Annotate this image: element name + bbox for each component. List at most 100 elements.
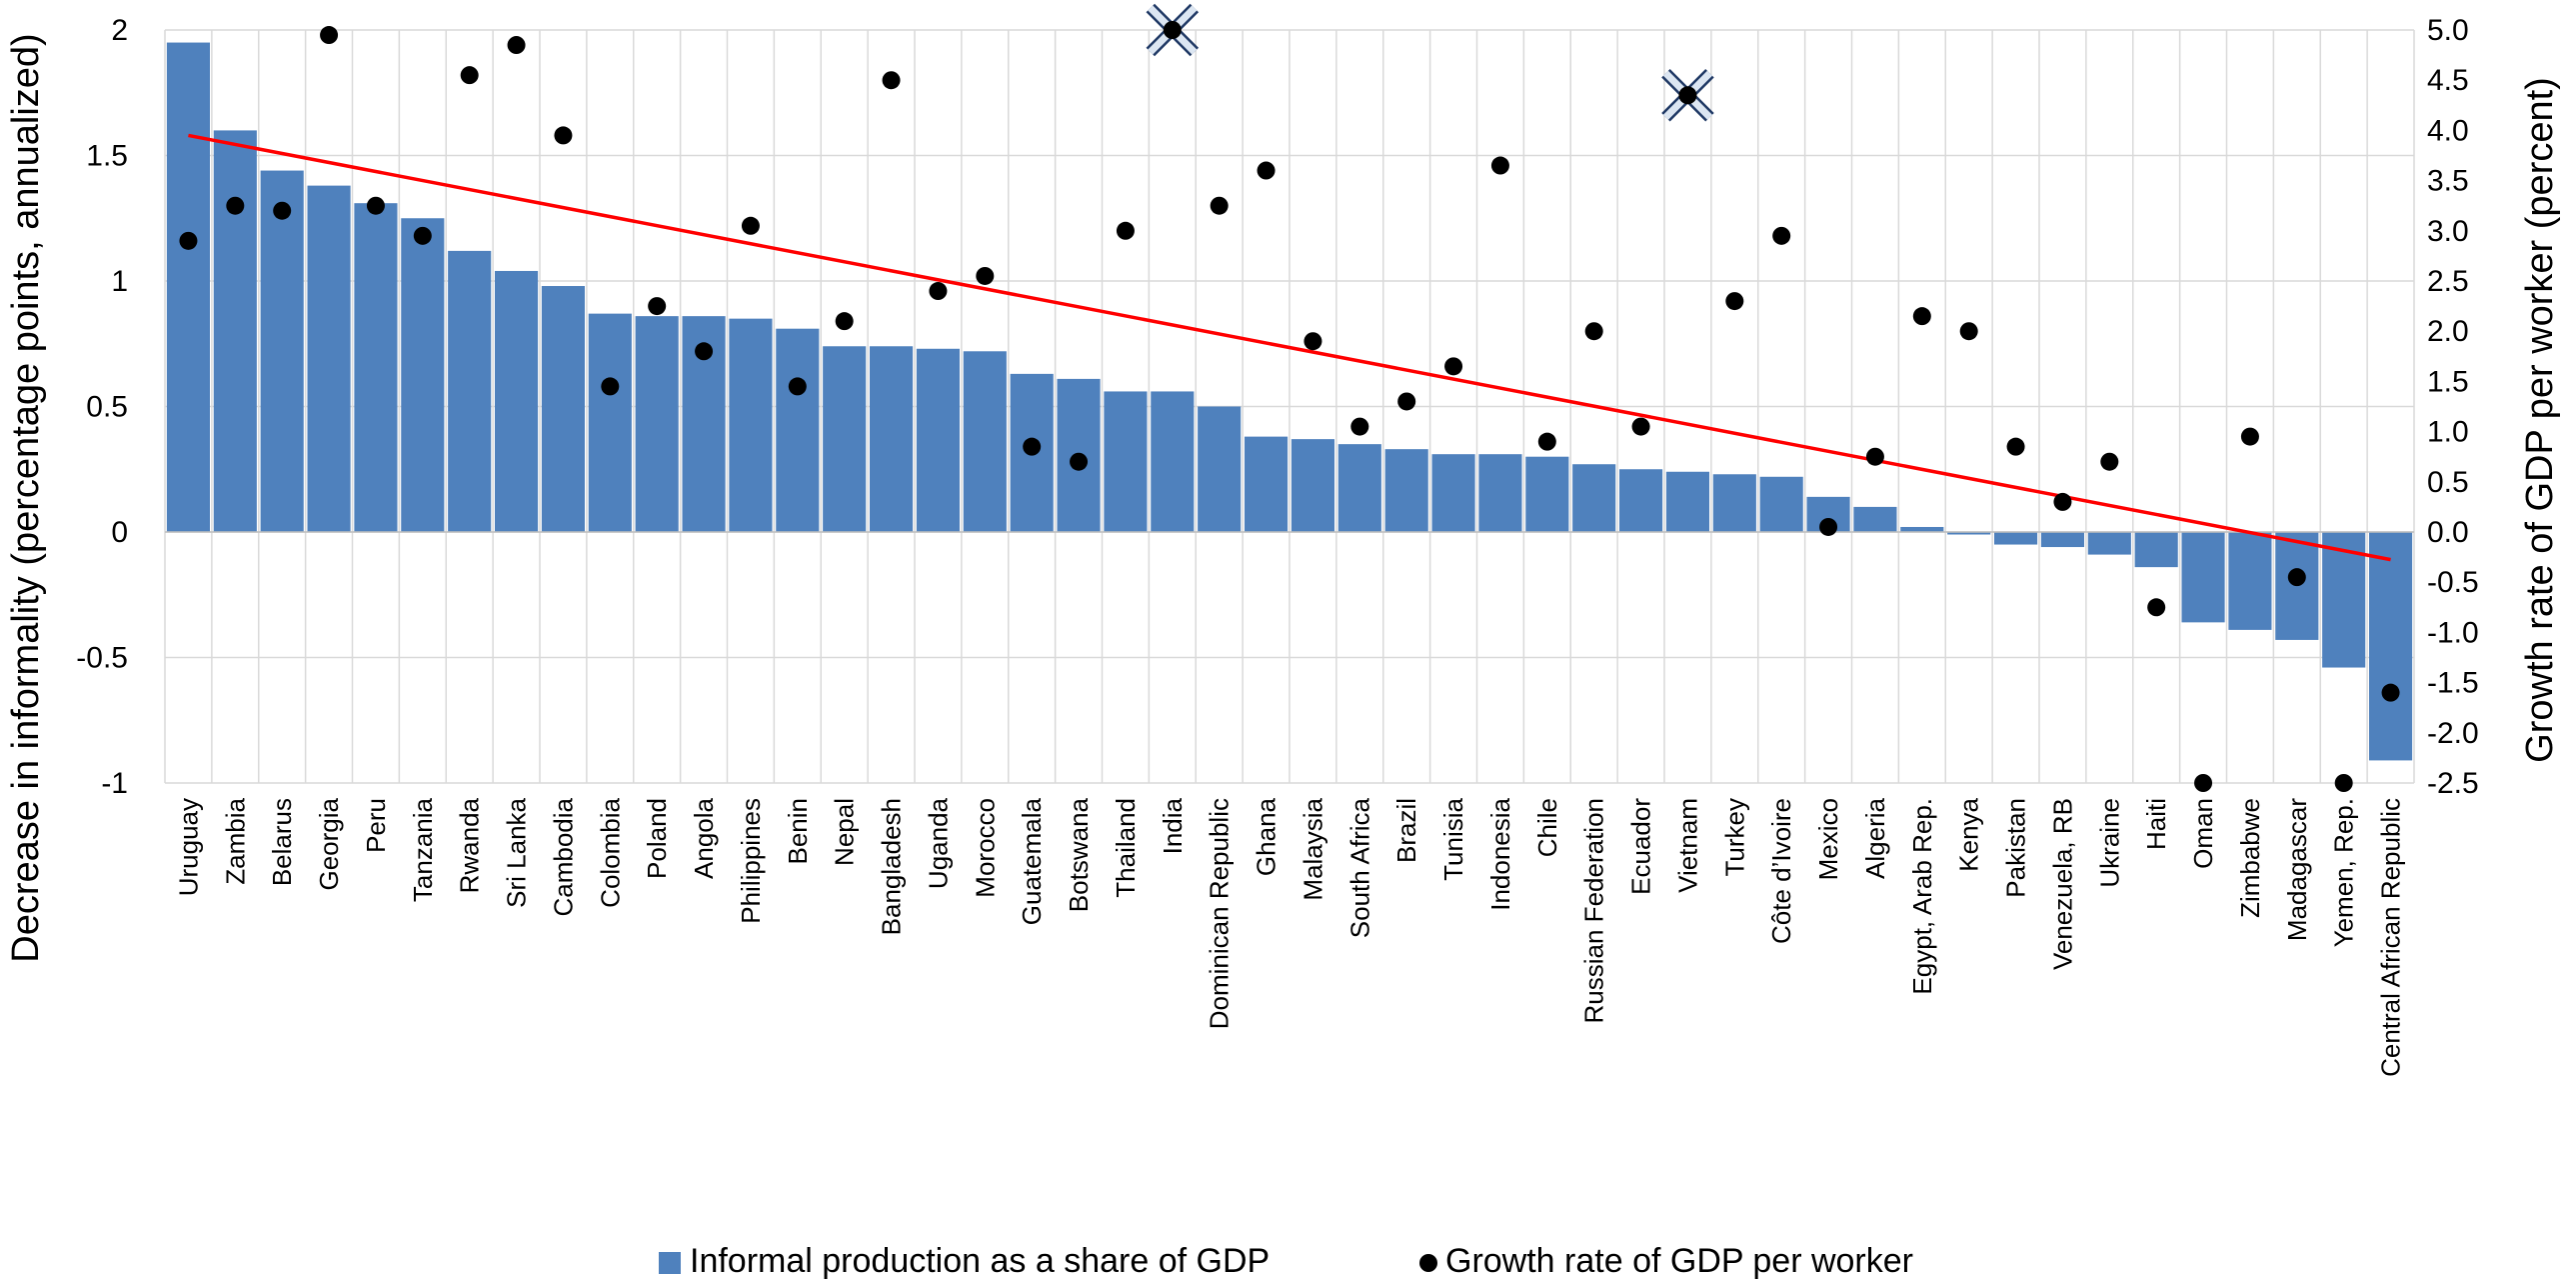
scatter-point bbox=[1210, 196, 1229, 215]
bar bbox=[916, 348, 960, 532]
category-label: Bangladesh bbox=[877, 798, 907, 935]
category-label: South Africa bbox=[1344, 797, 1374, 938]
scatter-point bbox=[1678, 86, 1697, 105]
category-label: Central African Republic bbox=[2376, 798, 2406, 1077]
bar bbox=[1337, 444, 1381, 532]
bar bbox=[354, 203, 398, 532]
bar bbox=[495, 270, 539, 532]
bar bbox=[2087, 532, 2131, 555]
bar bbox=[1384, 449, 1428, 532]
scatter-point bbox=[273, 201, 292, 220]
right-tick-label: 1.0 bbox=[2427, 416, 2469, 449]
bar bbox=[213, 130, 257, 532]
bar bbox=[1431, 454, 1475, 532]
scatter-point bbox=[2006, 437, 2025, 456]
scatter-point bbox=[2053, 492, 2072, 511]
category-label: Indonesia bbox=[1485, 797, 1515, 910]
left-tick-label: -1 bbox=[101, 767, 128, 800]
category-label: Zimbabwe bbox=[2235, 798, 2265, 918]
category-label: Uruguay bbox=[173, 798, 203, 896]
scatter-point bbox=[2100, 452, 2119, 471]
legend-bar-swatch bbox=[659, 1252, 681, 1274]
right-tick-label: 3.5 bbox=[2427, 165, 2469, 198]
scatter-point bbox=[320, 26, 339, 45]
right-tick-label: 4.0 bbox=[2427, 114, 2469, 147]
right-tick-label: 2.0 bbox=[2427, 315, 2469, 348]
category-label: Russian Federation bbox=[1579, 798, 1609, 1023]
category-label: Pakistan bbox=[2001, 798, 2031, 898]
left-tick-label: 1.5 bbox=[86, 140, 128, 173]
scatter-point bbox=[695, 342, 714, 361]
category-label: Algeria bbox=[1860, 797, 1890, 878]
right-tick-label: 0.0 bbox=[2427, 516, 2469, 549]
left-tick-label: 0 bbox=[111, 516, 128, 549]
category-label: Georgia bbox=[314, 797, 344, 890]
category-labels: Uruguay Zambia Belarus Georgia Peru Tanzania R… bbox=[173, 797, 2405, 1076]
category-label: Ecuador bbox=[1626, 798, 1656, 895]
scatter-point bbox=[1444, 357, 1463, 376]
scatter-point bbox=[788, 377, 807, 396]
left-tick-label: 1 bbox=[111, 265, 128, 298]
right-tick-label: 1.5 bbox=[2427, 365, 2469, 398]
right-tick-label: -0.5 bbox=[2427, 566, 2479, 599]
category-label: Côte d’Ivoire bbox=[1766, 798, 1796, 944]
bar bbox=[823, 346, 867, 532]
bar bbox=[2181, 532, 2225, 623]
category-label: Botswana bbox=[1064, 797, 1094, 912]
category-label: Morocco bbox=[970, 798, 1000, 898]
bar bbox=[870, 346, 914, 532]
scatter-point bbox=[413, 226, 432, 245]
bar bbox=[588, 313, 632, 532]
scatter-point bbox=[2147, 598, 2166, 617]
category-label: Mexico bbox=[1813, 798, 1843, 880]
category-label: Benin bbox=[783, 798, 813, 865]
category-label: Venezuela, RB bbox=[2047, 798, 2077, 970]
scatter-point bbox=[835, 312, 854, 331]
bar bbox=[1104, 391, 1148, 532]
scatter-point bbox=[1070, 452, 1089, 471]
right-tick-label: -1.5 bbox=[2427, 667, 2479, 700]
scatter-point bbox=[366, 196, 385, 215]
bar bbox=[1525, 456, 1569, 532]
category-label: Poland bbox=[642, 798, 672, 879]
scatter-point bbox=[882, 71, 901, 90]
right-tick-label: 0.5 bbox=[2427, 466, 2469, 499]
scatter-point bbox=[507, 36, 526, 55]
scatter-point bbox=[2381, 683, 2400, 702]
right-tick-label: 3.0 bbox=[2427, 215, 2469, 248]
scatter-point bbox=[1631, 417, 1650, 436]
scatter-point bbox=[2194, 774, 2213, 792]
category-label: Philippines bbox=[736, 798, 766, 924]
trend-line bbox=[188, 133, 2391, 562]
scatter-point bbox=[1116, 221, 1135, 240]
legend: Informal production as a share of GDP Gr… bbox=[659, 1242, 1913, 1279]
bar bbox=[2040, 532, 2084, 548]
scatter-point bbox=[648, 297, 667, 316]
category-label: Guatemala bbox=[1017, 797, 1047, 925]
scatter-point bbox=[2287, 568, 2306, 587]
bar bbox=[1712, 474, 1756, 532]
scatter-series bbox=[179, 21, 2400, 792]
right-tick-label: 5.0 bbox=[2427, 14, 2469, 47]
category-label: Uganda bbox=[923, 797, 953, 889]
scatter-point bbox=[1303, 332, 1322, 351]
bar bbox=[2134, 532, 2178, 568]
legend-dot-swatch bbox=[1419, 1254, 1437, 1272]
scatter-point bbox=[179, 231, 198, 250]
category-label: Zambia bbox=[220, 797, 250, 884]
category-label: Malaysia bbox=[1297, 797, 1327, 900]
category-label: Rwanda bbox=[455, 797, 485, 893]
category-label: Nepal bbox=[830, 798, 860, 866]
scatter-point bbox=[1490, 156, 1509, 175]
bar bbox=[1290, 439, 1334, 532]
bar bbox=[1245, 436, 1288, 532]
bar bbox=[1478, 454, 1522, 532]
bar bbox=[307, 185, 351, 532]
category-label: Sri Lanka bbox=[502, 797, 532, 907]
category-label: Tunisia bbox=[1438, 797, 1468, 880]
category-label: Madagascar bbox=[2282, 798, 2312, 941]
left-tick-label: 0.5 bbox=[86, 391, 128, 424]
bar bbox=[1198, 406, 1242, 532]
scatter-point bbox=[2240, 427, 2259, 446]
